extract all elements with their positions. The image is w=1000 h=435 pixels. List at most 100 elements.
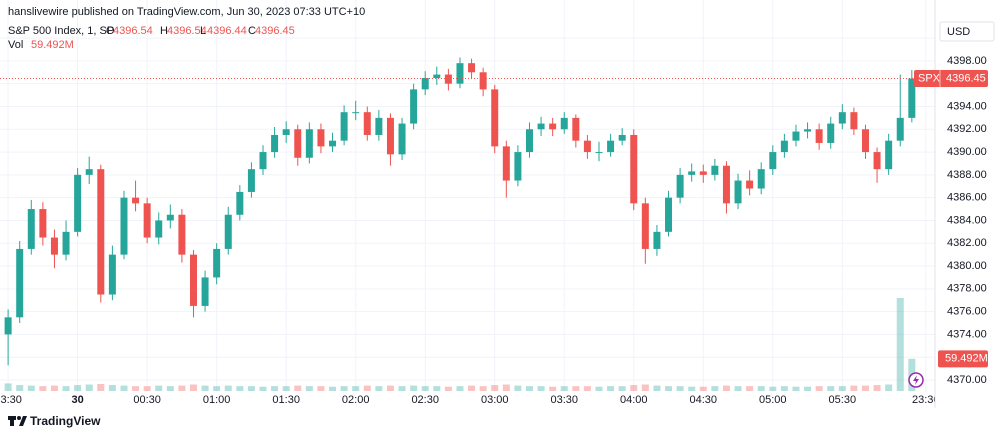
candle-body [549,123,557,130]
x-tick-label: 01:00 [203,394,231,406]
candle-body [607,140,615,153]
volume-bar [62,386,70,391]
volume-bar [815,386,823,391]
volume-bar [143,386,151,391]
candle-body [363,112,371,135]
candle-body [804,129,812,132]
ohlc-value: 4396.45 [255,25,295,37]
x-tick-label: 05:30 [829,394,857,406]
volume-bar [155,385,163,391]
volume-bar [537,386,545,391]
volume-bar [734,386,742,391]
candle-body [630,134,638,204]
publisher-line: hanslivewire published on TradingView.co… [8,6,365,18]
candle-body [16,248,24,318]
y-tick-label: 4388.00 [947,169,987,181]
candle-body [444,74,452,84]
volume-bar [722,385,730,391]
candle-body [120,197,128,255]
volume-bar [607,386,615,391]
candle-body [340,112,348,141]
volume-bar [329,386,337,391]
candle-body [491,89,499,147]
volume-bar [491,385,499,391]
volume-bar [271,386,279,391]
candle-body [641,203,649,249]
candle-body [143,203,151,238]
price-tag-bg [914,70,988,88]
candle-body [189,254,197,306]
candle-body [699,171,707,175]
y-tick-label: 4384.00 [947,214,987,226]
candle-body [178,214,186,255]
candle-body [885,140,893,170]
candle-body [456,63,464,84]
ohlc-label: O [106,25,115,37]
volume-bar [74,385,82,391]
candle-body [746,180,754,189]
grid [0,0,935,392]
x-tick-label: 23:30 [912,394,940,406]
candle-body [224,214,232,249]
candle-body [4,317,12,335]
y-tick-label: 4394.00 [947,100,987,112]
candle-body [247,169,255,192]
volume-legend-value: 59.492M [31,39,74,51]
volume-bar [201,385,209,391]
volume-bar [665,386,673,391]
price-tag: 4396.45 [946,72,986,84]
x-tick-label: 04:00 [620,394,648,406]
candle-body [653,231,661,249]
volume-bar [572,386,580,391]
candle-body [271,134,279,153]
y-tick-label: 4390.00 [947,146,987,158]
volume-bar [502,384,510,391]
y-tick-label: 4380.00 [947,260,987,272]
candle-body [433,74,441,78]
candle-body [769,152,777,170]
volume-bar [294,385,302,391]
volume-bar [885,384,893,391]
candle-body [815,129,823,143]
volume-bar [850,385,858,391]
volume-bar [398,386,406,391]
ticker-tag: SPX [918,72,941,84]
volume-bar [4,383,12,391]
candle-body [85,169,93,175]
currency: USD [947,26,970,38]
currency-box[interactable] [939,21,995,42]
lightning-icon[interactable] [908,372,924,388]
volume-bar [468,385,476,391]
volume-bar [166,386,174,391]
volume-tag-bg [938,350,988,368]
candle-body [468,63,476,73]
candle-body [896,117,904,141]
y-tick-label: 4382.00 [947,237,987,249]
volume-bar [583,386,591,391]
volume-bar [282,386,290,391]
volume-bar [653,385,661,391]
volume-bar [352,386,360,391]
candle-body [132,197,140,204]
volume-bar [363,385,371,391]
candle-body [421,77,429,90]
overlay: 23:30 30 00:30 01:00 01:30 02:00 02:30 03:00 03:… [0,78,940,406]
candle-body [583,140,591,153]
candle-body [861,129,869,153]
ohlc-label: H [160,25,168,37]
candle-body [236,191,244,215]
candle-body [317,129,325,147]
x-tick-label: 00:30 [133,394,161,406]
candle-body [525,129,533,153]
x-tick-label: 01:30 [272,394,300,406]
volume-bar [630,385,638,391]
volume-bar [525,386,533,391]
y-tick-label: 4392.00 [947,123,987,135]
candle-body [213,248,221,278]
volume-bar [699,386,707,391]
candle-body [734,180,742,204]
footer-brand: TradingView [30,414,101,428]
volume-tag: 59.492M [945,353,988,365]
